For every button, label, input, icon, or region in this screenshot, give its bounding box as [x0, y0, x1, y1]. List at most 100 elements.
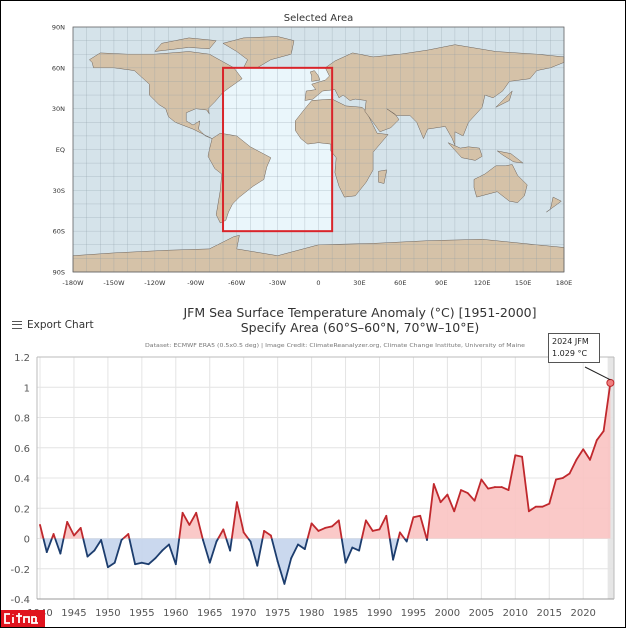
data-point [297, 543, 299, 546]
data-point [582, 448, 585, 451]
land-mass [309, 70, 321, 82]
land-mass [497, 150, 524, 164]
land-mass [447, 142, 483, 161]
data-point [195, 511, 198, 514]
positive-series-line [230, 501, 249, 540]
data-point [405, 540, 408, 543]
x-tick-label: 1960 [163, 608, 188, 619]
data-point [521, 455, 523, 458]
data-point [59, 552, 62, 555]
data-point [453, 510, 456, 513]
x-tick-label: 1950 [95, 608, 120, 619]
data-point [303, 548, 306, 550]
x-tick-label: 1985 [333, 608, 358, 619]
lon-label: 60E [394, 279, 406, 287]
lat-label: 30N [52, 105, 65, 113]
data-point [337, 519, 340, 522]
data-point [79, 527, 82, 529]
data-point [215, 540, 218, 543]
lat-label: 30S [53, 187, 65, 195]
lon-label: -120W [144, 279, 166, 287]
x-tick-label: 1945 [61, 608, 86, 619]
lon-label: 120E [474, 279, 491, 287]
export-chart-button[interactable]: Export Chart [12, 319, 94, 331]
data-point [541, 505, 544, 508]
data-point [575, 458, 578, 461]
data-point [351, 546, 354, 549]
lon-label: 150E [515, 279, 532, 287]
x-tick-label: 2010 [503, 608, 528, 619]
data-point [419, 514, 422, 517]
data-point [331, 525, 333, 528]
positive-series-line [360, 514, 391, 539]
data-point [39, 523, 41, 526]
data-point [371, 530, 374, 532]
x-tick-label: 2005 [469, 608, 494, 619]
lat-label: EQ [56, 146, 65, 154]
data-point [52, 533, 55, 535]
lon-label: 30E [353, 279, 365, 287]
data-point [113, 561, 116, 564]
data-point [229, 549, 232, 552]
data-point [86, 555, 89, 558]
data-point [534, 505, 537, 508]
chart-credit: Dataset: ECMWF ERA5 (0.5x0.5 deg) | Imag… [145, 343, 526, 349]
data-point [439, 501, 442, 504]
data-point [344, 561, 347, 564]
positive-area [179, 512, 203, 539]
data-point [93, 549, 96, 552]
lon-label: 0 [316, 279, 320, 287]
x-tick-label: 1965 [197, 608, 222, 619]
lon-label: -90W [187, 279, 205, 287]
data-point [107, 566, 109, 569]
data-point [548, 502, 551, 505]
selected-area-map: Selected Area 90N 60N 30N EQ 30S 60S 90S -180W -1… [52, 13, 572, 287]
logo-lettering [4, 613, 38, 624]
x-tick-label: 1955 [129, 608, 154, 619]
chart-subtitle: Specify Area (60°S–60°N, 70°W–10°E) [241, 320, 480, 335]
data-point [392, 558, 394, 561]
lat-label: 90S [53, 269, 65, 277]
data-point [589, 458, 591, 461]
data-point [432, 483, 435, 485]
data-point [147, 563, 150, 566]
data-point [66, 520, 69, 523]
annotation-tooltip: 2024 JFM 1.029 °C [548, 333, 600, 363]
y-tick-label: 0 [24, 535, 30, 546]
data-point [317, 530, 320, 532]
data-point [242, 531, 245, 534]
lon-label: -60W [228, 279, 246, 287]
data-point [568, 472, 571, 475]
data-point [494, 486, 496, 488]
data-point [385, 514, 388, 517]
map-border [72, 26, 565, 273]
data-point [602, 430, 605, 433]
data-point [174, 563, 177, 566]
data-point [161, 549, 164, 552]
data-point [378, 528, 381, 531]
negative-series-line [247, 537, 264, 567]
lat-label: 60S [53, 228, 65, 236]
positive-area [361, 515, 390, 539]
y-tick-label: 1.2 [14, 353, 30, 364]
negative-series-line [82, 537, 124, 569]
y-tick-label: -0.2 [10, 565, 30, 576]
y-tick-label: 1 [24, 383, 30, 394]
negative-area [341, 538, 362, 563]
data-point [100, 539, 103, 541]
y-tick-label: 0.8 [14, 414, 30, 425]
land-mass [546, 196, 562, 213]
data-point [134, 563, 136, 566]
lat-label: 90N [52, 24, 65, 32]
lon-label: -180W [62, 279, 84, 287]
data-point [473, 499, 476, 502]
negative-area [83, 538, 124, 568]
y-tick-label: -0.4 [10, 595, 30, 606]
x-tick-label: 1975 [265, 608, 290, 619]
positive-area [262, 530, 272, 539]
data-point [412, 516, 415, 519]
data-point [154, 557, 157, 560]
data-point [208, 561, 211, 564]
x-tick-label: 1990 [367, 608, 392, 619]
data-point [460, 489, 462, 491]
